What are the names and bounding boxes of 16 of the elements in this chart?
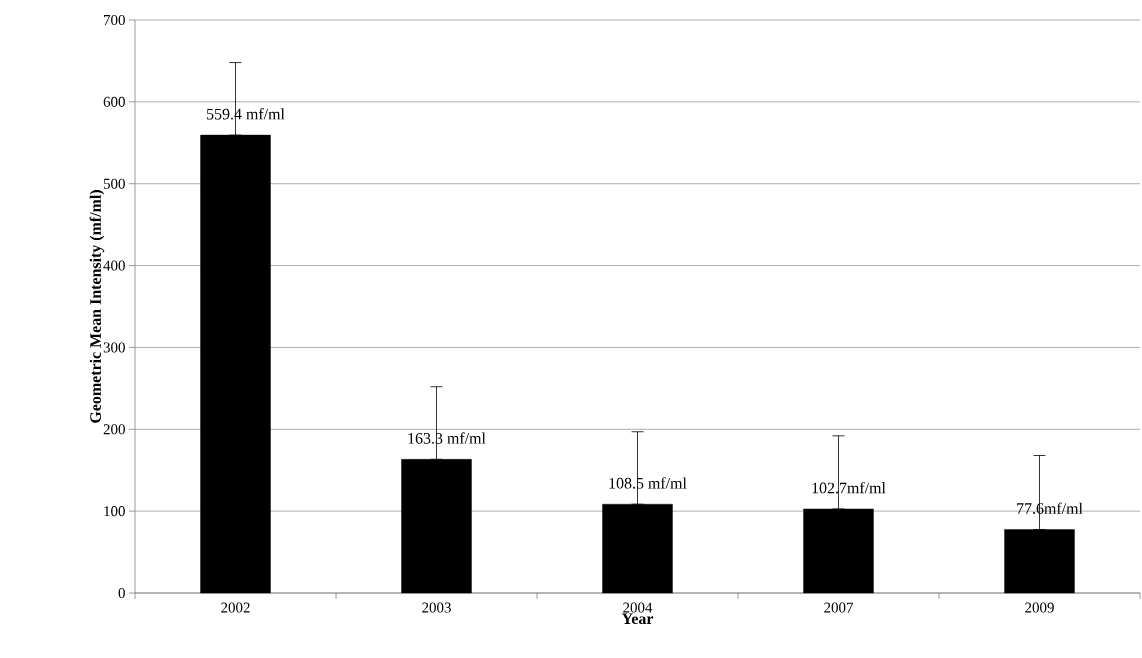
y-tick-label: 300 bbox=[103, 342, 125, 353]
y-tick-label: 0 bbox=[118, 587, 125, 599]
y-tick-label: 600 bbox=[103, 96, 125, 107]
y-tick-label: 400 bbox=[103, 260, 125, 271]
y-tick-label: 100 bbox=[104, 506, 125, 517]
bar bbox=[200, 134, 271, 594]
bar bbox=[803, 508, 874, 594]
y-tick-label: 200 bbox=[103, 424, 125, 435]
x-tick-label: 2002 bbox=[221, 602, 250, 613]
x-tick-label: 2004 bbox=[623, 602, 653, 613]
x-axis-title: Year bbox=[621, 613, 654, 625]
y-tick-label: 500 bbox=[103, 178, 125, 189]
x-tick-label: 2007 bbox=[824, 602, 854, 613]
x-tick-label: 2003 bbox=[422, 602, 451, 613]
x-tick-label: 2009 bbox=[1025, 602, 1054, 613]
y-tick-label: 700 bbox=[104, 14, 125, 26]
